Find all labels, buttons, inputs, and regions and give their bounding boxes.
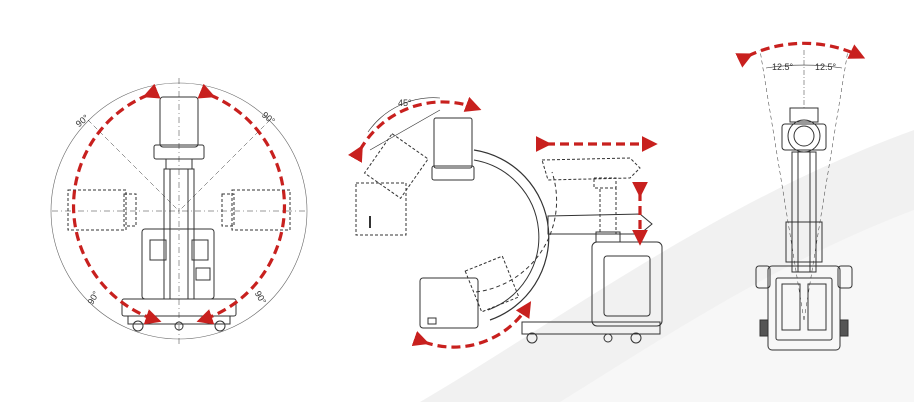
side-motion-arrows — [347, 96, 658, 349]
top-arc — [735, 41, 866, 68]
side-rotated-detector — [355, 182, 407, 236]
background-swoosh-inner — [560, 210, 914, 402]
top-label-left: 12.5° — [772, 62, 794, 72]
front-right-position — [231, 189, 291, 231]
top-right-wing — [837, 265, 853, 289]
side-c-arm — [473, 149, 550, 321]
side-xray-head — [433, 117, 473, 169]
side-label-angle: 45° — [398, 98, 412, 108]
front-left-collar — [123, 193, 137, 227]
side-swung-detector — [464, 255, 520, 313]
top-base-body — [767, 265, 841, 351]
side-cart-body — [591, 241, 663, 327]
front-diagonal-left — [87, 119, 180, 212]
front-rotation-arrows — [72, 83, 286, 325]
top-wheel-left — [759, 319, 769, 337]
top-view — [755, 49, 853, 351]
front-label-lower-left: 90° — [86, 289, 102, 306]
side-raised-arm — [541, 157, 641, 181]
top-xray-head — [789, 107, 819, 123]
side-tilted-head — [363, 133, 429, 199]
top-left-line — [759, 49, 805, 321]
top-label-right: 12.5° — [815, 62, 837, 72]
front-right-collar — [221, 193, 235, 227]
front-diagonal-right — [178, 119, 271, 212]
top-left-wing — [755, 265, 771, 289]
front-arc-left — [72, 83, 162, 325]
front-wheel-left — [132, 320, 144, 332]
front-wheel-right — [214, 320, 226, 332]
side-arc-lower — [411, 301, 532, 349]
front-label-upper-left: 90° — [74, 112, 91, 129]
side-arc-upper — [347, 96, 482, 163]
top-arm — [791, 151, 817, 273]
side-swung-arm — [475, 171, 558, 293]
top-rotation-arrow — [735, 41, 866, 68]
top-wheel-right — [839, 319, 849, 337]
side-wheel-rear — [630, 332, 642, 344]
top-right-line — [803, 49, 849, 321]
side-column — [599, 187, 617, 235]
top-tube — [787, 119, 821, 153]
front-arc-right — [196, 83, 286, 325]
side-detector — [419, 277, 479, 329]
front-label-lower-right: 90° — [253, 289, 269, 306]
front-label-upper-right: 90° — [260, 110, 277, 127]
front-left-position — [67, 189, 127, 231]
